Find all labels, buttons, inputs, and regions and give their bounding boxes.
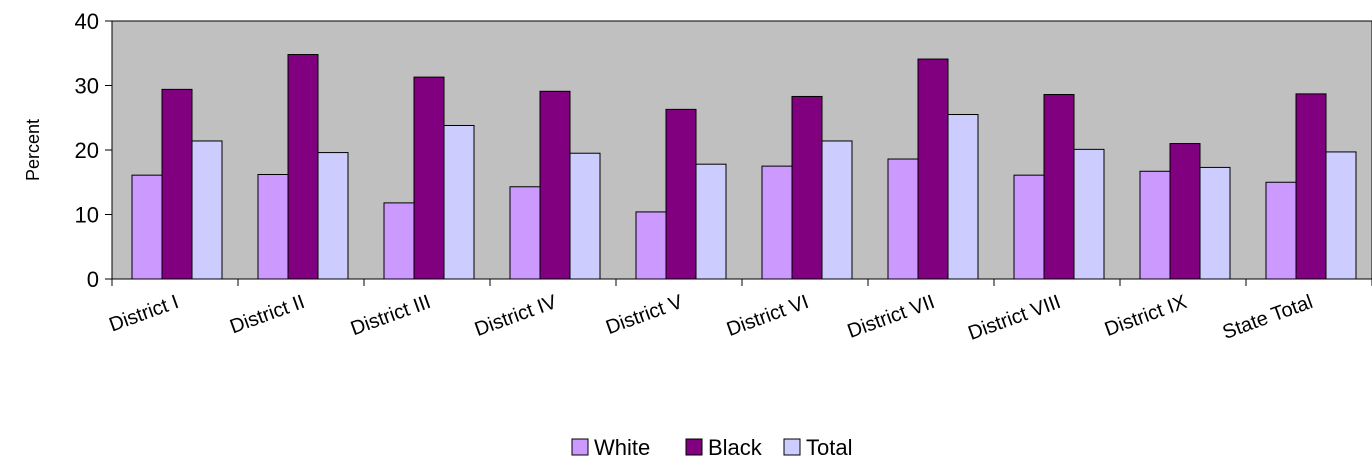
x-tick-label: District VI	[724, 291, 812, 341]
bar-black-10	[1295, 93, 1327, 280]
bar-white-3	[383, 202, 415, 280]
bar-total-2	[317, 152, 349, 280]
bar-black-6	[791, 95, 823, 280]
x-tick-labels: District I District II District III Distric…	[106, 291, 1315, 345]
x-tick-label: District IX	[1102, 291, 1190, 341]
x-tick-label: State Total	[1220, 291, 1316, 344]
bar-total-4	[569, 152, 601, 280]
x-tick-label: District III	[348, 291, 434, 340]
y-tick-label: 20	[75, 138, 99, 163]
bar-total-8	[1073, 148, 1105, 280]
bar-white-7	[887, 158, 919, 280]
x-tick-label: District I	[106, 291, 181, 336]
bar-white-6	[761, 165, 793, 280]
bar-white-9	[1139, 170, 1171, 280]
x-tick-label: District VIII	[965, 291, 1063, 345]
bars-group	[131, 54, 1357, 280]
bar-black-8	[1043, 94, 1075, 280]
y-tick-label: 0	[87, 267, 99, 292]
legend-swatch-total	[783, 438, 801, 456]
bar-black-3	[413, 76, 445, 280]
bar-total-1	[191, 140, 223, 280]
bar-white-2	[257, 174, 289, 280]
bar-black-1	[161, 88, 193, 280]
legend-label-black: Black	[708, 435, 763, 460]
bar-black-4	[539, 90, 571, 280]
bar-black-2	[287, 54, 319, 280]
legend-swatch-black	[685, 438, 703, 456]
x-tick-label: District V	[603, 291, 686, 339]
bar-white-1	[131, 174, 163, 280]
bar-black-9	[1169, 143, 1201, 280]
x-tick-label: District VII	[845, 291, 938, 343]
legend-label-total: Total	[806, 435, 852, 460]
bar-white-8	[1013, 174, 1045, 280]
y-tick-labels: 0 10 20 30 40	[75, 9, 99, 292]
bar-total-6	[821, 140, 853, 280]
legend: White Black Total	[571, 435, 852, 460]
y-tick-label: 10	[75, 203, 99, 228]
bar-total-3	[443, 124, 475, 280]
x-tick-label: District II	[227, 291, 308, 338]
legend-label-white: White	[594, 435, 650, 460]
bar-white-4	[509, 186, 541, 280]
bar-white-10	[1265, 181, 1297, 280]
bar-black-5	[665, 108, 697, 280]
legend-swatch-white	[571, 438, 589, 456]
axes-group	[105, 20, 1372, 286]
bar-total-10	[1325, 151, 1357, 280]
y-tick-label: 30	[75, 74, 99, 99]
bar-white-5	[635, 211, 667, 280]
y-axis-title: Percent	[23, 119, 43, 181]
bar-total-9	[1199, 166, 1231, 280]
bar-black-7	[917, 58, 949, 280]
bar-total-7	[947, 114, 979, 280]
x-tick-label: District IV	[472, 291, 561, 341]
bar-total-5	[695, 163, 727, 280]
y-tick-label: 40	[75, 9, 99, 34]
